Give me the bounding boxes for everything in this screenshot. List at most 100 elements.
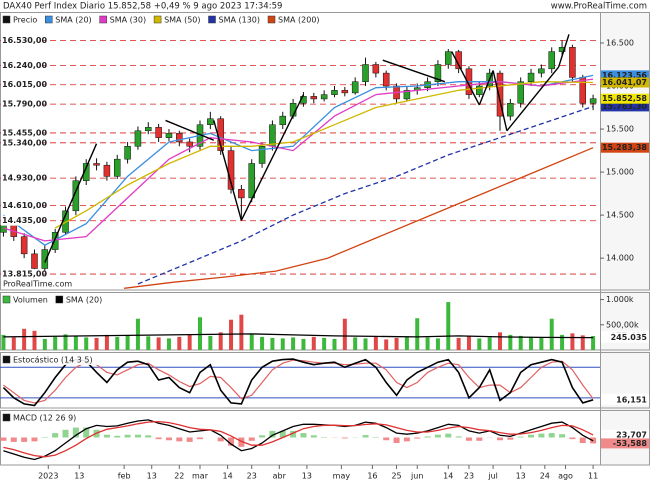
level-label: 14.930,00 [2,174,47,183]
candle-body [320,94,328,100]
histogram-bar [559,434,566,438]
candle-body [165,133,173,138]
volume-bar [332,338,337,350]
volume-bar [73,335,78,350]
trend-line [478,70,494,106]
volume-bar [301,338,306,350]
legend-swatch [2,413,11,422]
legend-bg [1,412,86,423]
histogram-bar [414,437,421,439]
candle-body [31,253,38,269]
volume-bar [156,337,161,350]
volume-bar [135,318,140,350]
x-tick-label: 22 [174,472,184,481]
candle-body [331,90,338,95]
x-tick-label: feb [118,472,131,481]
x-tick-label: 14 [222,472,232,481]
candle-body [82,163,90,181]
header-title: DAX40 Perf Index Diario 15.852,58 +0,49 … [3,2,282,12]
legend-swatch [153,15,162,24]
histogram-bar [124,434,131,438]
volume-bar [291,337,296,350]
volume-bar [363,338,368,350]
level-label-bg [1,79,42,90]
x-tick-label: 16 [367,472,377,481]
candle-body [548,51,555,70]
legend-label: Estocástico (14 3 5) [13,356,93,365]
volume-bar [549,318,554,350]
legend-swatch [208,15,216,24]
candle-body [279,115,287,125]
legend-swatch [267,15,276,24]
histogram-bar [197,437,203,440]
level-label: 14.435,00 [2,216,47,225]
candle-body [155,127,162,138]
volume-bar [53,336,58,350]
histogram-bar [517,436,524,438]
candle-body [496,72,504,117]
histogram-bar [134,434,141,438]
x-tick-label: mar [192,472,209,481]
histogram-bar [310,435,317,438]
volume-bar [249,333,254,350]
x-tick-label: jun [410,472,423,481]
series-line [124,147,594,289]
level-label-bg [1,127,42,138]
series-line [3,78,594,242]
legend-label: Precio [13,16,37,25]
x-tick-label: 23 [247,472,257,481]
macd-panel [0,419,597,461]
series-line [3,420,594,458]
value-label: 15.763,30 [602,102,647,111]
right-axis-area [600,12,650,465]
histogram-bar [424,436,431,438]
legend-label: SMA (200) [278,16,320,25]
volume-bar [187,334,192,350]
volume-bar [166,338,171,350]
volume-bar [177,336,182,350]
y-tick-label: 14.500 [606,211,634,220]
candle-body [589,98,597,104]
volume-bar [239,314,244,350]
value-label-bg [601,101,649,112]
trend-line [240,94,305,221]
volume-bar [146,336,151,350]
volume-bar [394,337,399,350]
histogram-bar [228,437,235,446]
histogram-bar [362,435,369,438]
level-label: 15.790,00 [2,100,47,109]
value-label-bg [601,93,649,104]
volume-bar [198,317,202,350]
value-label-bg [601,77,649,88]
histogram-bar [62,429,69,438]
candle-body [124,146,131,160]
volume-bar [384,339,389,350]
histogram-bar [31,437,38,442]
candle-body [445,51,452,65]
histogram-bar [372,436,379,438]
candle-body [310,96,318,100]
volume-bar [435,338,440,350]
candle-body [258,146,266,164]
histogram-bar [72,427,79,438]
watermark: ProRealTime.com [3,280,72,289]
histogram-bar [548,433,555,438]
x-tick-label: ago [558,472,573,481]
value-label-bg [601,142,649,153]
x-tick-label: 13 [74,472,84,481]
volume-bar [539,337,544,350]
level-label-bg [1,99,42,110]
volume-bar [11,337,16,350]
value-label: 15.852,58 [602,94,647,103]
candle-body [207,118,214,125]
x-tick-label: jul [487,472,498,481]
candle-body [113,158,121,177]
legend-label: MACD (12 26 9) [13,414,76,423]
level-label-bg [1,173,42,184]
trend-line [506,66,560,132]
series-line [3,419,594,461]
volume-bar [570,333,575,350]
volume-bar [270,337,275,350]
x-tick-label: abr [273,472,287,481]
